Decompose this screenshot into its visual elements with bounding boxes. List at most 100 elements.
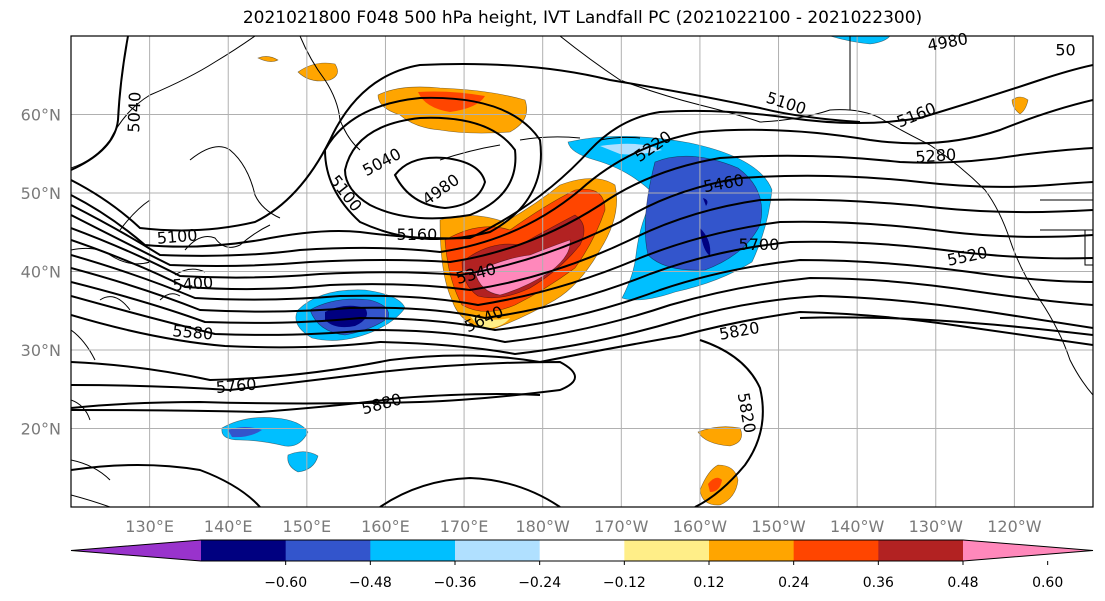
colorbar-tick-label: 0.24 — [778, 575, 809, 591]
lon-tick-label: 170°E — [440, 517, 489, 536]
contour-4980 — [393, 156, 487, 210]
lon-tick-label: 150°E — [283, 517, 332, 536]
ivt-neg-gulf-navy — [700, 228, 711, 256]
lon-tick-label: 160°E — [361, 517, 410, 536]
lon-tick-label: 140°W — [830, 517, 885, 536]
colorbar-segment — [624, 540, 710, 561]
colorbar-segment — [793, 540, 879, 561]
lon-tick-label: 140°E — [204, 517, 253, 536]
contour-label-text: 5820 — [718, 318, 761, 344]
lon-tick-label: 130°E — [125, 517, 174, 536]
contour-label: 5820 — [718, 318, 761, 344]
colorbar-tick-label: −0.36 — [434, 575, 477, 591]
contour-label: 5880 — [360, 389, 404, 418]
contour-5940 — [71, 464, 561, 507]
contour-label: 5760 — [215, 375, 257, 397]
colorbar-tick-label: −0.12 — [603, 575, 646, 591]
contour-label: 5700 — [739, 235, 780, 254]
lat-tick-label: 60°N — [21, 106, 61, 125]
contour-label-text: 5280 — [915, 145, 957, 167]
contour-label: 50 — [1055, 40, 1075, 59]
ivt-neg-top-sky — [829, 36, 891, 45]
contour-5820-a — [71, 360, 576, 409]
lat-tick-label: 20°N — [21, 420, 61, 439]
contour-label: 5280 — [915, 145, 957, 167]
ivt-neg-south-blue — [228, 427, 262, 438]
colorbar-tick-label: −0.48 — [349, 575, 392, 591]
lat-tick-label: 40°N — [21, 263, 61, 282]
contour-5760 — [71, 310, 1093, 382]
ivt-neg-gulf-light — [600, 143, 662, 155]
contour-5520 — [71, 240, 1093, 320]
contour-label: 4980 — [419, 170, 463, 209]
colorbar-outline — [70, 539, 1094, 562]
contour-label-text: 5100 — [156, 225, 198, 247]
lon-tick-label: 160°W — [673, 517, 728, 536]
contour-label-text: 5520 — [945, 243, 989, 270]
lon-tick-label: 180°W — [516, 517, 571, 536]
canada-border — [849, 36, 1093, 266]
contour-label: 5160 — [397, 225, 438, 244]
contour-5160-long — [71, 64, 1093, 248]
contour-label-text: 5880 — [360, 389, 404, 418]
ivt-pos-north-orange-tiny — [257, 56, 279, 62]
contour-label: 5580 — [172, 321, 214, 343]
ivt-pos-north-orange-small — [297, 62, 338, 82]
lon-tick-label: 130°W — [909, 517, 964, 536]
ivt-pos-hawaii-orange — [697, 426, 742, 447]
contour-label: 5520 — [945, 243, 989, 270]
height-contours — [71, 36, 1093, 507]
kamchatka-coast — [299, 36, 361, 151]
contour-label: 5040 — [359, 144, 404, 180]
colorbar-segment — [455, 540, 541, 561]
contour-5280 — [71, 147, 1093, 267]
contour-label-text: 5160 — [397, 225, 438, 244]
lon-tick-label: 150°W — [751, 517, 806, 536]
colorbar-extend-min — [71, 540, 201, 561]
contour-label-text: 4980 — [926, 29, 969, 55]
colorbar-tick-label: −0.60 — [264, 575, 307, 591]
contour-5880 — [71, 393, 541, 414]
ivt-shading — [221, 36, 1029, 506]
colorbar-segment — [709, 540, 795, 561]
contour-label-text: 5760 — [215, 375, 257, 397]
contour-5400 — [71, 198, 1093, 292]
contour-5040-west — [71, 36, 129, 171]
colorbar-tick-label: 0.48 — [947, 575, 978, 591]
ivt-pos-plume-yellow — [470, 316, 510, 329]
colorbar-segment — [285, 540, 371, 561]
lat-tick-label: 30°N — [21, 341, 61, 360]
contour-5820-b — [694, 316, 1093, 507]
contour-5340 — [71, 174, 1093, 279]
contour-label-text: 5700 — [739, 235, 780, 254]
lon-tick-label: 170°W — [594, 517, 649, 536]
lat-tick-label: 50°N — [21, 184, 61, 203]
colorbar-segment — [878, 540, 964, 561]
contour-5640 — [71, 276, 1093, 344]
colorbar-extend-max — [963, 540, 1093, 561]
contour-label: 5400 — [172, 273, 214, 295]
ivt-neg-south-sky — [221, 417, 309, 447]
contour-label-text: 5040 — [124, 91, 144, 132]
contour-label-text: 50 — [1055, 40, 1075, 59]
alaska-coast — [559, 36, 1093, 396]
contour-5100-low — [323, 96, 542, 241]
ivt-neg-gulf-navy-2 — [703, 198, 708, 206]
contour-label: 5100 — [156, 225, 198, 247]
colorbar-tick-label: 0.12 — [693, 575, 724, 591]
ivt-pos-north-red — [418, 91, 485, 112]
map-frame — [70, 35, 1094, 508]
latitude-labels: 60°N 50°N 40°N 30°N 20°N — [21, 106, 61, 439]
colorbar-segment — [370, 540, 456, 561]
contour-5580 — [71, 258, 1093, 332]
contour-5220 — [71, 99, 1093, 257]
lon-tick-label: 120°W — [987, 517, 1042, 536]
contour-label: 4980 — [926, 29, 969, 55]
colorbar-tick-label: −0.24 — [518, 575, 561, 591]
contour-label-text: 5400 — [172, 273, 214, 295]
colorbar-segment — [201, 540, 287, 561]
colorbar-tick-label: 0.36 — [863, 575, 894, 591]
colorbar-segment — [539, 540, 625, 561]
colorbar: −0.60 −0.48 −0.36 −0.24 −0.12 0.12 0.24 0.36 0.4… — [70, 539, 1094, 591]
